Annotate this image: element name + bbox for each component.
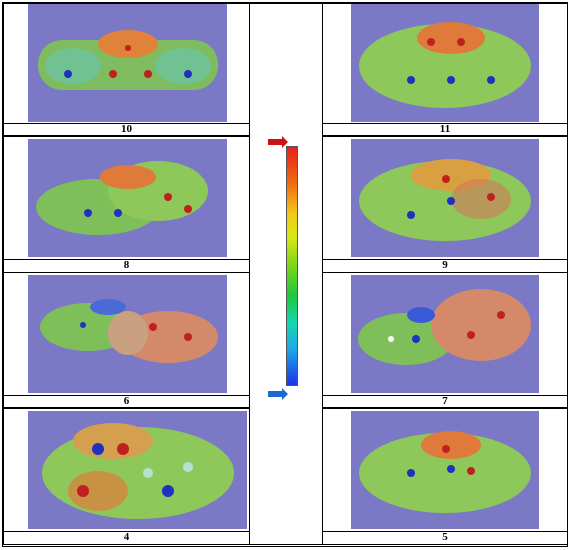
- scale-bottom-arrow-icon: [268, 388, 288, 400]
- panel-6-image: [28, 275, 227, 393]
- molecule-surface-5: [359, 431, 531, 513]
- panel-10-image: [28, 4, 227, 122]
- panel-7: [322, 272, 568, 396]
- molecule-surface-7: [358, 289, 531, 365]
- panel-8-label: 8: [3, 259, 250, 273]
- panel-5-label: 5: [322, 531, 568, 545]
- electrostatic-potential-scale: [286, 146, 298, 386]
- panel-4: [3, 408, 250, 532]
- panel-8: [3, 136, 250, 260]
- panel-9-image: [351, 139, 539, 257]
- panel-10-label: 10: [3, 123, 250, 136]
- panel-7-image: [351, 275, 539, 393]
- panel-11-image: [351, 4, 539, 122]
- panel-10: [3, 3, 250, 124]
- molecule-surface-9: [359, 159, 531, 241]
- molecule-surface-4: [42, 423, 234, 519]
- panel-5-image: [351, 411, 539, 529]
- panel-6: [3, 272, 250, 396]
- panel-9: [322, 136, 568, 260]
- panel-4-label: 4: [3, 531, 250, 545]
- molecule-surface-11: [359, 22, 531, 108]
- panel-9-label: 9: [322, 259, 568, 273]
- scale-top-arrow-icon: [268, 136, 288, 148]
- molecule-surface-10: [38, 30, 218, 90]
- panel-5: [322, 408, 568, 532]
- panel-4-image: [28, 411, 247, 529]
- panel-6-label: 6: [3, 395, 250, 408]
- panel-7-label: 7: [322, 395, 568, 408]
- molecule-surface-6: [40, 299, 218, 363]
- molecule-surface-8: [36, 161, 208, 235]
- panel-11: [322, 3, 568, 124]
- panel-8-image: [28, 139, 227, 257]
- panel-11-label: 11: [322, 123, 568, 136]
